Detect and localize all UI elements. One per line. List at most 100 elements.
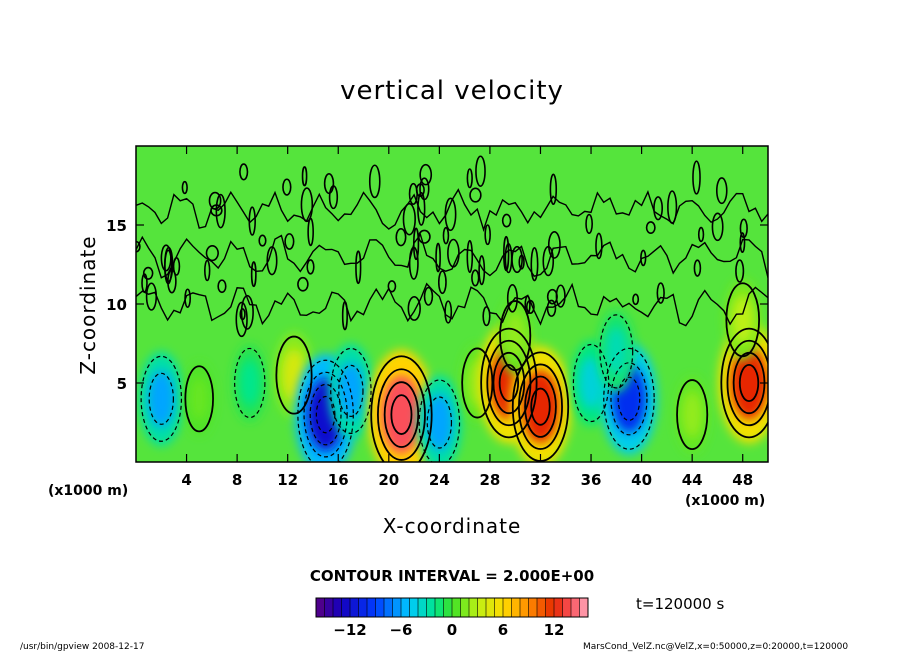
x-tick-label: 20 — [378, 471, 399, 489]
contour-line — [234, 347, 266, 419]
turbulence-contour — [205, 245, 219, 262]
turbulence-contour — [328, 185, 339, 210]
turbulence-contour — [585, 213, 593, 234]
field-cell-core — [682, 391, 703, 438]
turbulence-contour — [407, 296, 421, 321]
contour-line — [480, 327, 538, 439]
turbulence-contour — [546, 288, 558, 305]
turbulence-contour — [549, 173, 558, 206]
turbulence-contour — [435, 242, 441, 273]
contour-line — [338, 364, 364, 417]
contour-line — [499, 300, 532, 372]
y-tick-label: 15 — [106, 217, 127, 235]
colorbar-tick-label: −6 — [389, 621, 412, 639]
turbulence-contour — [258, 234, 267, 247]
turbulence-contour — [503, 235, 510, 272]
turbulence-contour — [595, 232, 603, 260]
colorbar-segment — [341, 598, 351, 617]
turbulence-contour — [217, 279, 227, 294]
contour-line — [603, 347, 655, 450]
colorbar-segment — [409, 598, 419, 617]
colorbar-segment — [418, 598, 427, 617]
field-cell-core — [189, 377, 209, 421]
field-cell-core — [579, 357, 603, 409]
turbulence-contour — [466, 239, 474, 274]
x-tick-label: 32 — [530, 471, 551, 489]
x-unit-left: (x1000 m) — [48, 483, 129, 499]
colorbar-segment — [579, 598, 589, 617]
turbulence-contour — [632, 293, 640, 306]
turbulence-contour — [282, 178, 292, 196]
turbulence-contour — [653, 196, 664, 221]
contour-line — [184, 365, 214, 433]
turbulence-contour — [484, 224, 491, 246]
contour-line — [492, 351, 526, 415]
turbulence-contour — [387, 280, 397, 293]
turbulence-contour — [408, 246, 419, 280]
colorbar-segment — [367, 598, 376, 617]
x-axis-label: X-coordinate — [382, 514, 522, 538]
contour-line — [148, 372, 174, 425]
colorbar-segment — [333, 598, 342, 617]
x-tick-label: 16 — [328, 471, 349, 489]
turbulence-contour — [417, 191, 426, 226]
colorbar-segment — [545, 598, 555, 617]
turbulence-contour — [301, 166, 308, 187]
colorbar-segment — [520, 598, 529, 617]
turbulence-contour — [355, 250, 362, 285]
contour-line — [524, 375, 557, 438]
turbulence-contour — [542, 245, 555, 277]
footer-source: MarsCond_VelZ.nc@VelZ,x=0:50000,z=0:2000… — [583, 642, 849, 652]
contour-line — [498, 363, 520, 403]
turbulence-contour — [239, 308, 246, 321]
chart-title: vertical velocity — [340, 76, 564, 106]
colorbar-segment — [375, 598, 385, 617]
turbulence-contour — [297, 276, 309, 292]
contour-line — [725, 282, 760, 358]
turbulence-contour — [656, 282, 665, 304]
field-cell-core — [731, 295, 754, 345]
x-tick-label: 40 — [631, 471, 652, 489]
turbulence-contour — [215, 193, 226, 229]
y-tick-label: 10 — [106, 296, 127, 314]
turbulence-contour — [239, 163, 249, 181]
turbulence-contour — [284, 233, 295, 250]
colorbar-segment — [503, 598, 512, 617]
field-cell-core — [381, 375, 422, 454]
contour-line — [309, 383, 342, 446]
colorbar-segment — [528, 598, 538, 617]
turbulence-contour — [475, 155, 486, 187]
contour-line — [599, 314, 634, 389]
contour-line — [461, 347, 494, 419]
turbulence-contour — [546, 299, 557, 317]
field-cell-core — [147, 370, 175, 428]
x-tick-label: 24 — [429, 471, 450, 489]
turbulence-contour — [739, 218, 748, 239]
colorbar-segment — [358, 598, 368, 617]
field-cell-core — [522, 370, 559, 443]
turbulence-contour — [469, 187, 482, 203]
turbulence-contour — [478, 255, 486, 286]
colorbar-tick-label: 6 — [498, 621, 508, 639]
turbulence-contour — [368, 164, 381, 199]
x-tick-label: 44 — [682, 471, 703, 489]
x-tick-label: 48 — [732, 471, 753, 489]
turbulence-contour — [466, 168, 473, 189]
colorbar-segment — [537, 598, 546, 617]
x-tick-label: 36 — [581, 471, 602, 489]
turbulence-contour — [511, 245, 523, 274]
footer-program: /usr/bin/gpview 2008-12-17 — [20, 642, 145, 652]
y-tick-label: 5 — [117, 375, 127, 393]
turbulence-contour — [692, 160, 701, 195]
contour-line — [383, 381, 420, 448]
contour-line — [530, 387, 551, 426]
colorbar-segment — [554, 598, 563, 617]
turbulence-contour — [645, 221, 656, 235]
turbulence-contour — [437, 270, 447, 295]
contour-line — [140, 355, 183, 442]
field-cell-core — [425, 394, 453, 451]
contour-line — [518, 363, 563, 450]
turbulence-contour — [419, 163, 433, 186]
contour-line — [676, 379, 709, 451]
